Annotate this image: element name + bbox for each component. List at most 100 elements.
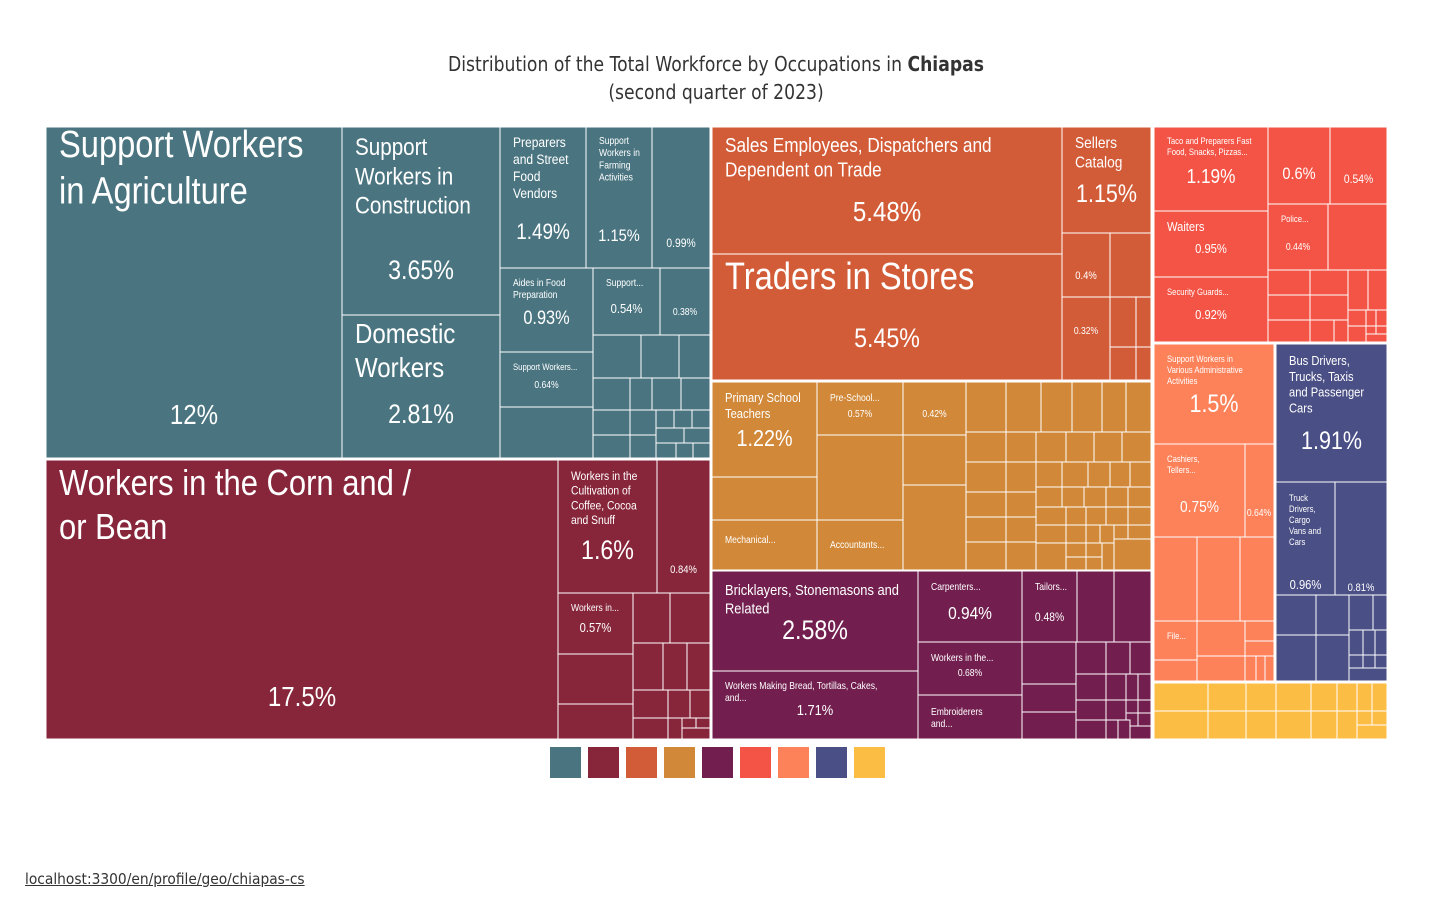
treemap-tile[interactable] (1085, 542, 1103, 558)
treemap-tile[interactable] (1005, 516, 1037, 543)
treemap-tile[interactable] (1267, 269, 1311, 296)
treemap-tile[interactable] (1356, 710, 1373, 726)
treemap-tile[interactable] (965, 541, 1007, 571)
treemap-tile[interactable] (1021, 641, 1077, 685)
treemap-tile[interactable] (681, 717, 697, 729)
treemap-tile[interactable] (1129, 725, 1152, 740)
treemap-cell-rect[interactable] (557, 592, 634, 655)
treemap-tile[interactable] (1127, 524, 1152, 540)
treemap-tile[interactable] (1309, 269, 1349, 296)
treemap-tile[interactable] (1085, 556, 1103, 571)
treemap-tile[interactable] (1137, 712, 1152, 727)
treemap-cell[interactable]: Support Workers in Various Administrative… (1153, 343, 1275, 445)
treemap-tile[interactable] (965, 431, 1007, 463)
treemap-tile[interactable] (1021, 711, 1077, 740)
treemap-tile[interactable] (1275, 634, 1317, 682)
treemap-cell[interactable]: Support Workers... 0.64% (499, 351, 594, 408)
treemap-tile[interactable] (1105, 506, 1129, 526)
treemap-tile[interactable] (1061, 461, 1089, 488)
treemap-tile[interactable] (1065, 542, 1087, 558)
treemap-cell[interactable]: Accountants... (816, 519, 904, 571)
treemap-cell[interactable]: Preparers and Street Food Vendors 1.49% (499, 126, 587, 269)
treemap-tile[interactable] (1101, 381, 1127, 433)
treemap-cell-rect[interactable] (711, 126, 1063, 255)
legend-swatch-2[interactable] (588, 747, 619, 778)
treemap-tile[interactable] (692, 442, 711, 459)
treemap-tile[interactable] (1245, 682, 1277, 712)
treemap-cell[interactable]: Waiters 0.95% (1153, 210, 1269, 278)
treemap-tile[interactable] (1196, 620, 1246, 657)
treemap-tile[interactable] (1371, 710, 1388, 726)
treemap-tile[interactable] (1105, 699, 1127, 721)
treemap-cell[interactable]: Workers in the Cultivation of Coffee, Coco… (557, 459, 658, 594)
treemap-tile[interactable] (1065, 524, 1087, 544)
treemap-tile[interactable] (629, 409, 657, 436)
treemap-tile[interactable] (1109, 232, 1152, 298)
treemap-tile[interactable] (1105, 641, 1131, 675)
legend-swatch-9[interactable] (854, 747, 885, 778)
legend-swatch-5[interactable] (702, 747, 733, 778)
treemap-tile[interactable] (669, 592, 711, 644)
treemap-tile[interactable] (1087, 461, 1111, 488)
treemap-cell-rect[interactable] (1329, 126, 1388, 205)
treemap-tile[interactable] (629, 434, 657, 459)
treemap-cell-rect[interactable] (1061, 232, 1111, 298)
treemap-cell[interactable]: Aides in Food Preparation 0.93% (499, 267, 594, 353)
treemap-cell[interactable]: 0.54% (1329, 126, 1388, 205)
treemap-cell-rect[interactable] (711, 381, 818, 478)
treemap-cell[interactable]: Workers in... 0.57% (557, 592, 634, 655)
treemap-tile[interactable] (655, 442, 677, 459)
treemap-tile[interactable] (632, 717, 669, 740)
treemap-tile[interactable] (592, 409, 631, 436)
treemap-cell-rect[interactable] (1061, 126, 1152, 234)
treemap-tile[interactable] (1347, 309, 1367, 327)
treemap-cell[interactable]: Police... 0.44% (1267, 203, 1329, 271)
treemap-tile[interactable] (1035, 486, 1063, 508)
treemap-tile[interactable] (1372, 594, 1388, 631)
treemap-tile[interactable] (965, 491, 1007, 518)
treemap-tile[interactable] (1075, 699, 1107, 721)
treemap-tile[interactable] (1153, 659, 1198, 682)
treemap-tile[interactable] (640, 334, 680, 379)
treemap-tile[interactable] (1137, 673, 1152, 701)
treemap-tile[interactable] (1135, 296, 1152, 348)
treemap-cell-rect[interactable] (651, 126, 711, 269)
treemap-cell[interactable]: 0.64% (1244, 443, 1275, 538)
treemap-cell-rect[interactable] (816, 519, 904, 571)
treemap-tile[interactable] (711, 476, 818, 521)
treemap-cell[interactable]: 0.42% (902, 381, 967, 436)
treemap-tile[interactable] (1365, 325, 1377, 335)
treemap-tile[interactable] (691, 409, 711, 429)
treemap-tile[interactable] (1239, 536, 1275, 622)
treemap-tile[interactable] (1374, 654, 1388, 669)
treemap-cell-rect[interactable] (917, 694, 1023, 740)
treemap-tile[interactable] (662, 642, 688, 691)
treemap-cell[interactable]: 0.99% (651, 126, 711, 269)
legend-swatch-4[interactable] (664, 747, 695, 778)
treemap-cell[interactable]: 0.32% (1061, 296, 1111, 381)
treemap-tile[interactable] (1105, 486, 1129, 508)
treemap-cell[interactable]: 0.4% (1061, 232, 1111, 298)
treemap-tile[interactable] (1348, 667, 1388, 682)
treemap-cell[interactable]: File... (1153, 620, 1198, 661)
treemap-cell-rect[interactable] (1334, 481, 1388, 596)
treemap-cell-rect[interactable] (1153, 276, 1269, 343)
treemap-tile[interactable] (1035, 431, 1067, 463)
treemap-tile[interactable] (1101, 542, 1115, 571)
treemap-tile[interactable] (1275, 710, 1312, 740)
treemap-cell-rect[interactable] (45, 126, 343, 459)
treemap-tile[interactable] (1076, 570, 1115, 643)
treemap-tile[interactable] (965, 461, 1007, 493)
treemap-tile[interactable] (1135, 346, 1152, 381)
treemap-tile[interactable] (1065, 431, 1095, 463)
legend-swatch-6[interactable] (740, 747, 771, 778)
treemap-tile[interactable] (1244, 620, 1275, 642)
treemap-tile[interactable] (1196, 655, 1246, 682)
treemap-tile[interactable] (1005, 461, 1037, 493)
treemap-cell[interactable]: Primary School Teachers 1.22% (711, 381, 818, 478)
treemap-tile[interactable] (1127, 486, 1152, 508)
treemap-tile[interactable] (655, 427, 685, 444)
treemap-cell[interactable]: Tailors... 0.48% (1021, 570, 1078, 643)
legend-swatch-7[interactable] (778, 747, 809, 778)
treemap-tile[interactable] (1065, 556, 1087, 571)
